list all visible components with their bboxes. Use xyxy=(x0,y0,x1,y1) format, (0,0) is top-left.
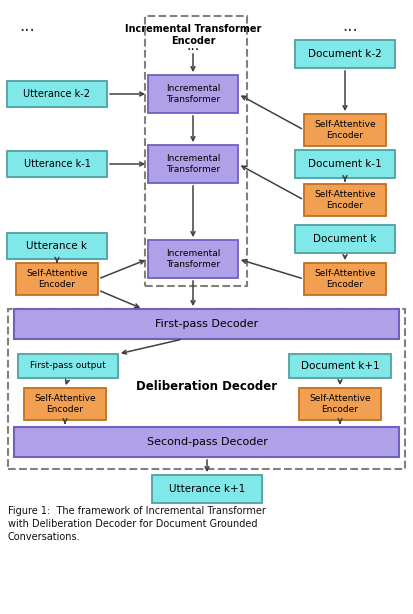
Text: Self-Attentive
Encoder: Self-Attentive Encoder xyxy=(313,270,375,289)
FancyBboxPatch shape xyxy=(294,225,394,253)
Text: First-pass Decoder: First-pass Decoder xyxy=(155,319,258,329)
Text: Deliberation Decoder: Deliberation Decoder xyxy=(136,379,277,392)
FancyBboxPatch shape xyxy=(303,114,385,146)
Text: Self-Attentive
Encoder: Self-Attentive Encoder xyxy=(26,270,88,289)
Text: Figure 1:  The framework of Incremental Transformer
with Deliberation Decoder fo: Figure 1: The framework of Incremental T… xyxy=(8,506,265,542)
Text: Self-Attentive
Encoder: Self-Attentive Encoder xyxy=(309,394,370,414)
Text: Incremental
Transformer: Incremental Transformer xyxy=(166,154,220,174)
Text: Second-pass Decoder: Second-pass Decoder xyxy=(146,437,267,447)
FancyBboxPatch shape xyxy=(147,240,237,278)
FancyBboxPatch shape xyxy=(294,40,394,68)
Text: Self-Attentive
Encoder: Self-Attentive Encoder xyxy=(313,190,375,210)
Text: First-pass output: First-pass output xyxy=(30,362,106,370)
Text: Self-Attentive
Encoder: Self-Attentive Encoder xyxy=(313,120,375,140)
Text: ...: ... xyxy=(186,39,199,53)
FancyBboxPatch shape xyxy=(294,150,394,178)
Text: Document k-1: Document k-1 xyxy=(307,159,381,169)
FancyBboxPatch shape xyxy=(303,184,385,216)
FancyBboxPatch shape xyxy=(18,354,118,378)
Text: Document k+1: Document k+1 xyxy=(300,361,378,371)
FancyBboxPatch shape xyxy=(24,388,106,420)
FancyBboxPatch shape xyxy=(7,233,107,259)
FancyBboxPatch shape xyxy=(147,145,237,183)
FancyBboxPatch shape xyxy=(14,427,399,457)
Text: Document k-2: Document k-2 xyxy=(307,49,381,59)
FancyBboxPatch shape xyxy=(147,75,237,113)
FancyBboxPatch shape xyxy=(14,309,399,339)
Text: Utterance k-1: Utterance k-1 xyxy=(24,159,90,169)
Text: ...: ... xyxy=(19,17,35,35)
Text: Incremental Transformer
Encoder: Incremental Transformer Encoder xyxy=(124,24,261,45)
FancyBboxPatch shape xyxy=(7,81,107,107)
Text: Utterance k: Utterance k xyxy=(26,241,87,251)
Text: Utterance k+1: Utterance k+1 xyxy=(169,484,244,494)
FancyBboxPatch shape xyxy=(303,263,385,295)
FancyBboxPatch shape xyxy=(298,388,380,420)
Text: Utterance k-2: Utterance k-2 xyxy=(24,89,90,99)
FancyBboxPatch shape xyxy=(152,475,261,503)
Text: Document k: Document k xyxy=(313,234,376,244)
FancyBboxPatch shape xyxy=(288,354,390,378)
FancyBboxPatch shape xyxy=(7,151,107,177)
FancyBboxPatch shape xyxy=(16,263,98,295)
Text: Incremental
Transformer: Incremental Transformer xyxy=(166,84,220,104)
Text: Incremental
Transformer: Incremental Transformer xyxy=(166,249,220,269)
Text: Self-Attentive
Encoder: Self-Attentive Encoder xyxy=(34,394,95,414)
Text: ...: ... xyxy=(341,17,357,35)
